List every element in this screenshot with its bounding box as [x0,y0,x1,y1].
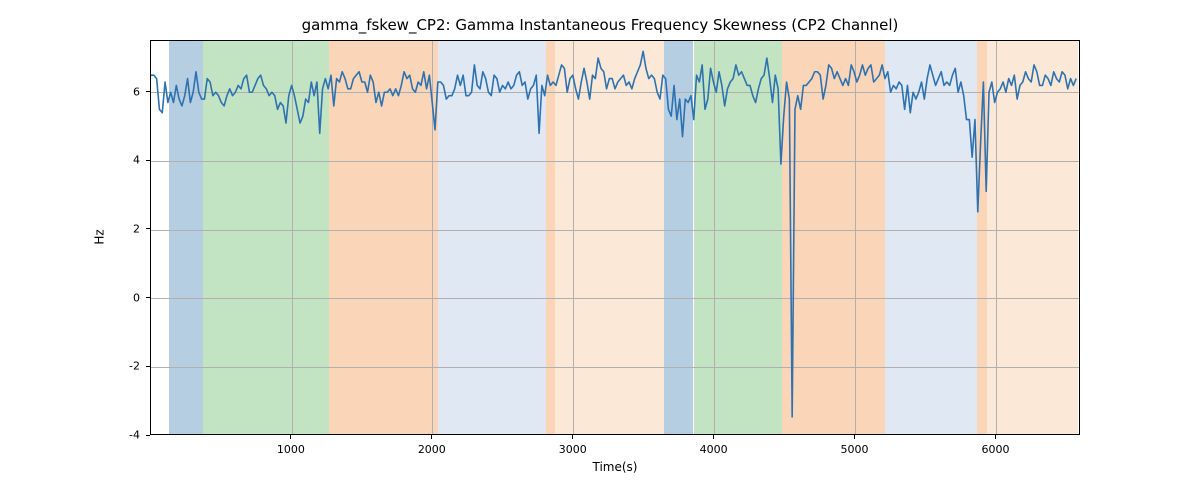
x-tick-label: 3000 [559,443,587,456]
x-tick-mark [995,435,996,439]
y-tick-mark [146,435,150,436]
x-tick-label: 5000 [841,443,869,456]
y-tick-label: -2 [129,360,140,373]
y-axis-label: Hz [93,229,107,244]
y-tick-mark [146,160,150,161]
y-tick-label: 0 [133,291,140,304]
x-tick-mark [713,435,714,439]
y-tick-mark [146,366,150,367]
y-tick-mark [146,91,150,92]
y-tick-label: 4 [133,154,140,167]
plot-area [150,40,1080,435]
plot-inner [151,41,1079,434]
series-line [151,51,1076,417]
x-tick-label: 4000 [700,443,728,456]
x-tick-label: 6000 [981,443,1009,456]
x-tick-label: 1000 [277,443,305,456]
y-tick-label: 6 [133,85,140,98]
x-tick-mark [290,435,291,439]
chart-title: gamma_fskew_CP2: Gamma Instantaneous Fre… [0,16,1200,34]
y-tick-mark [146,228,150,229]
y-tick-label: 2 [133,222,140,235]
x-tick-mark [431,435,432,439]
x-tick-label: 2000 [418,443,446,456]
line-series [151,41,1079,434]
figure: gamma_fskew_CP2: Gamma Instantaneous Fre… [0,0,1200,500]
x-tick-mark [572,435,573,439]
x-tick-mark [854,435,855,439]
y-tick-label: -4 [129,429,140,442]
x-axis-label: Time(s) [150,460,1080,474]
y-tick-mark [146,297,150,298]
